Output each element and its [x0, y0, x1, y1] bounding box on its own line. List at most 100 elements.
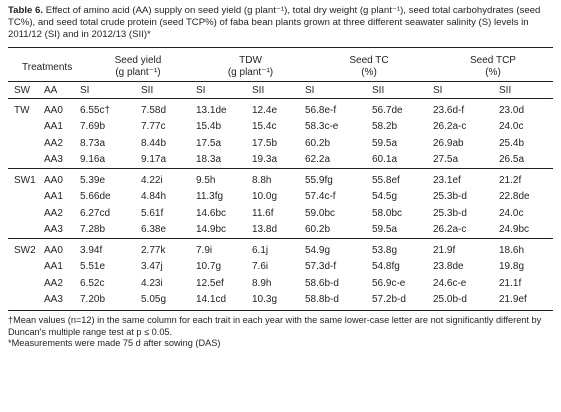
table-row: AA2 6.52c 4.23i 12.5ef 8.9h 58.6b-d 56.9c-e 24.…	[8, 275, 553, 292]
table-cell: 23.8de	[433, 261, 464, 273]
table-cell: 8.44b	[141, 137, 167, 149]
table-cell: 7.58d	[141, 104, 167, 116]
table-cell: 15.4b	[196, 121, 222, 133]
table-cell: 25.3b-d	[433, 191, 467, 203]
table-cell: 54.8fg	[372, 261, 400, 273]
header-row-main: Treatments Seed yield (g plant⁻¹) TDW (g…	[8, 54, 553, 82]
table-cell: 25.3b-d	[433, 207, 467, 219]
subheader-cell: SII	[499, 84, 512, 96]
table-cell: 5.05g	[141, 294, 167, 306]
table-cell: 60.1a	[372, 154, 398, 166]
table-cell: 12.5ef	[196, 277, 224, 289]
table-footnotes: †Mean values (n=12) in the same column f…	[8, 315, 553, 350]
table-cell: 18.3a	[196, 154, 222, 166]
table-cell: 57.4c-f	[305, 191, 336, 203]
caption-text: Effect of amino acid (AA) supply on seed…	[8, 5, 541, 40]
table-cell	[8, 189, 44, 206]
table-cell: 6.55c†	[80, 104, 111, 116]
table-cell: 5.61f	[141, 207, 164, 219]
table-cell: 23.1ef	[433, 174, 461, 186]
table-cell: AA1	[44, 121, 63, 133]
table-cell: 7.69b	[80, 121, 106, 133]
table-cell: 56.7de	[372, 104, 403, 116]
header-divider	[8, 81, 553, 82]
table-cell: 25.4b	[499, 137, 525, 149]
table-cell: 21.9f	[433, 244, 456, 256]
footnote-dagger: †Mean values (n=12) in the same column f…	[8, 315, 542, 337]
table-cell: AA2	[44, 207, 63, 219]
table-cell: SW2	[14, 244, 36, 256]
results-table: Treatments Seed yield (g plant⁻¹) TDW (g…	[8, 47, 553, 311]
table-cell: 18.6h	[499, 244, 525, 256]
table-cell: 57.2b-d	[372, 294, 406, 306]
table-cell: 55.9fg	[305, 174, 333, 186]
table-cell: 24.6c-e	[433, 277, 467, 289]
table-cell: 10.7g	[196, 261, 222, 273]
table-cell	[8, 275, 44, 292]
header-treatments: Treatments	[22, 61, 73, 73]
subheader-cell: SII	[141, 84, 154, 96]
table-cell: 58.8b-d	[305, 294, 339, 306]
table-cell: 62.2a	[305, 154, 331, 166]
subheader-cell: SI	[196, 84, 206, 96]
table-cell: 10.0g	[252, 191, 278, 203]
table-cell: 54.9g	[305, 244, 331, 256]
table-cell: 7.9i	[196, 244, 213, 256]
subheader-cell: SI	[305, 84, 315, 96]
table-cell: 60.2b	[305, 137, 331, 149]
table-body: TW AA0 6.55c† 7.58d 13.1de 12.4e 56.8e-f 56.7de…	[8, 102, 553, 308]
table-row: AA1 7.69b 7.77c 15.4b 15.4c 58.3c-e 58.2b 26.2a…	[8, 119, 553, 136]
table-cell: 12.4e	[252, 104, 278, 116]
table-cell: 58.0bc	[372, 207, 403, 219]
table-cell: 58.6b-d	[305, 277, 339, 289]
table-cell: 55.8ef	[372, 174, 400, 186]
table-cell: 9.16a	[80, 154, 106, 166]
caption-label: Table 6.	[8, 5, 44, 16]
table-cell	[8, 222, 44, 239]
table-cell: 59.5a	[372, 137, 398, 149]
header-seed-tc-title: Seed TC	[349, 55, 389, 66]
table-cell	[8, 205, 44, 222]
table-cell: 4.23i	[141, 277, 163, 289]
table-cell: 21.1f	[499, 277, 522, 289]
table-cell: 5.39e	[80, 174, 106, 186]
table-cell: 25.0b-d	[433, 294, 467, 306]
table-cell	[8, 119, 44, 136]
top-rule	[8, 47, 553, 54]
table-cell: 23.0d	[499, 104, 525, 116]
table-cell: 26.5a	[499, 154, 525, 166]
table-cell	[8, 152, 44, 169]
table-cell: AA0	[44, 174, 63, 186]
table-cell: 56.9c-e	[372, 277, 406, 289]
table-cell: 7.20b	[80, 294, 106, 306]
table-row: AA1 5.51e 3.47j 10.7g 7.6i 57.3d-f 54.8fg 23.8d…	[8, 259, 553, 276]
table-cell: SW1	[14, 174, 36, 186]
table-row: AA2 8.73a 8.44b 17.5a 17.5b 60.2b 59.5a 26.9ab 2…	[8, 135, 553, 152]
table-cell: 11.6f	[252, 207, 274, 219]
table-row: SW1 AA0 5.39e 4.22i 9.5h 8.8h 55.9fg 55.8ef 23.1…	[8, 172, 553, 189]
table-row: AA3 7.20b 5.05g 14.1cd 10.3g 58.8b-d 57.2b-d 25…	[8, 292, 553, 309]
table-cell: 60.2b	[305, 224, 331, 236]
table-cell: 19.3a	[252, 154, 278, 166]
table-caption: Table 6. Effect of amino acid (AA) suppl…	[8, 5, 553, 41]
table-cell: 22.8de	[499, 191, 530, 203]
table-cell: 54.5g	[372, 191, 398, 203]
subheader-cell: SII	[252, 84, 265, 96]
table-cell: 5.51e	[80, 261, 106, 273]
table-cell	[8, 135, 44, 152]
table-cell: 19.8g	[499, 261, 525, 273]
group-divider	[8, 168, 553, 172]
header-seed-tc-unit: (%)	[361, 67, 377, 78]
table-cell: 8.8h	[252, 174, 272, 186]
subheader-cell: SII	[372, 84, 385, 96]
table-cell: 6.52c	[80, 277, 105, 289]
table-cell: 14.1cd	[196, 294, 227, 306]
table-cell: 3.94f	[80, 244, 103, 256]
table-cell: 13.1de	[196, 104, 227, 116]
table-cell: AA3	[44, 224, 63, 236]
header-seed-tcp-title: Seed TCP	[470, 55, 516, 66]
subheader-cell: AA	[44, 84, 58, 96]
table-cell	[8, 292, 44, 309]
table-cell: 21.2f	[499, 174, 522, 186]
